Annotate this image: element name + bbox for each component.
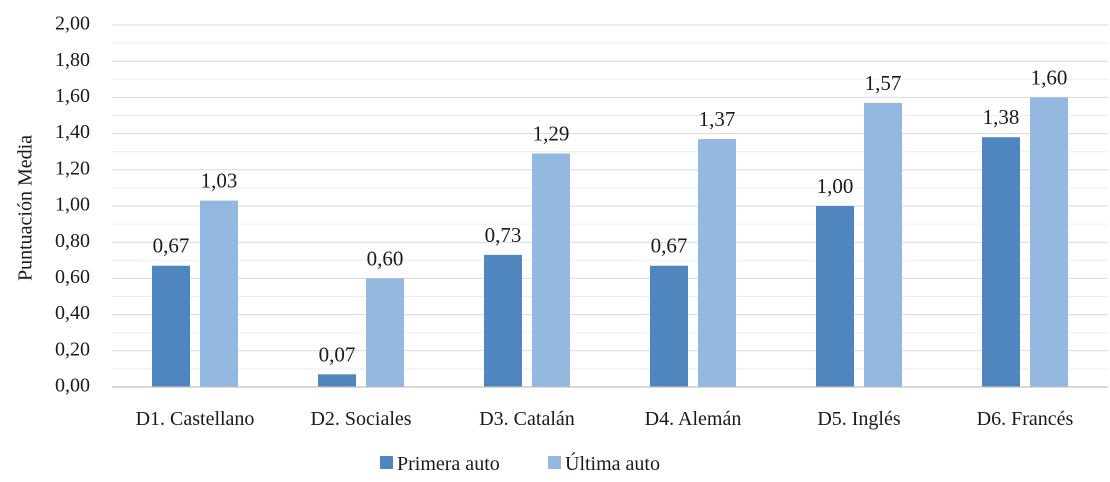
y-tick-label: 1,60 (55, 85, 90, 107)
data-label: 0,60 (367, 246, 404, 270)
data-label: 1,37 (699, 107, 736, 131)
x-tick-label: D4. Alemán (645, 408, 742, 430)
x-tick-label: D5. Inglés (817, 408, 901, 430)
bar (698, 139, 736, 387)
bar (152, 265, 190, 387)
y-tick-label: 0,80 (55, 230, 90, 252)
y-tick-label: 0,20 (55, 338, 90, 360)
data-label: 1,03 (201, 169, 238, 193)
data-label: 0,07 (319, 342, 356, 366)
legend-swatch (548, 456, 561, 469)
grid (112, 24, 1108, 370)
axes: 0,00 0,20 0,40 0,60 0,80 1,00 1,20 1,40 1,60 1,80… (55, 13, 1108, 430)
bar (484, 254, 522, 387)
bar (1030, 97, 1068, 388)
data-label: 0,73 (485, 223, 522, 247)
data-labels: 0,67 1,03 0,07 0,60 0,73 1,29 0,67 1,37 1,00 1,57… (153, 65, 1068, 366)
y-tick-label: 2,00 (55, 13, 90, 35)
bar (982, 137, 1020, 387)
y-tick-label: 1,20 (55, 157, 90, 179)
y-tick-label: 1,00 (55, 194, 90, 216)
y-tick-label: 1,40 (55, 121, 90, 143)
x-tick-label: D2. Sociales (310, 408, 411, 430)
y-tick-label: 0,60 (55, 266, 90, 288)
legend: Primera auto Última auto (380, 451, 660, 475)
data-label: 1,60 (1031, 65, 1068, 89)
bar (318, 374, 356, 387)
bar (532, 153, 570, 387)
bar (816, 206, 854, 387)
y-tick-label: 0,40 (55, 302, 90, 324)
data-label: 1,38 (983, 105, 1020, 129)
bar (366, 278, 404, 387)
y-axis-title: Puntuación Media (15, 135, 37, 281)
data-label: 1,29 (533, 122, 570, 146)
bar (200, 200, 238, 387)
data-label: 0,67 (651, 234, 688, 258)
legend-swatch (380, 456, 393, 469)
x-tick-label: D3. Catalán (479, 408, 575, 430)
data-label: 1,57 (865, 71, 902, 95)
data-label: 0,67 (153, 234, 190, 258)
legend-label: Primera auto (397, 453, 500, 475)
x-tick-label: D6. Francés (977, 408, 1074, 430)
data-label: 1,00 (817, 174, 854, 198)
y-tick-label: 1,80 (55, 49, 90, 71)
x-tick-label: D1. Castellano (136, 408, 255, 430)
bars (152, 97, 1068, 388)
legend-label: Última auto (565, 451, 660, 475)
y-tick-label: 0,00 (55, 375, 90, 397)
bar (864, 102, 902, 387)
bar (650, 265, 688, 387)
